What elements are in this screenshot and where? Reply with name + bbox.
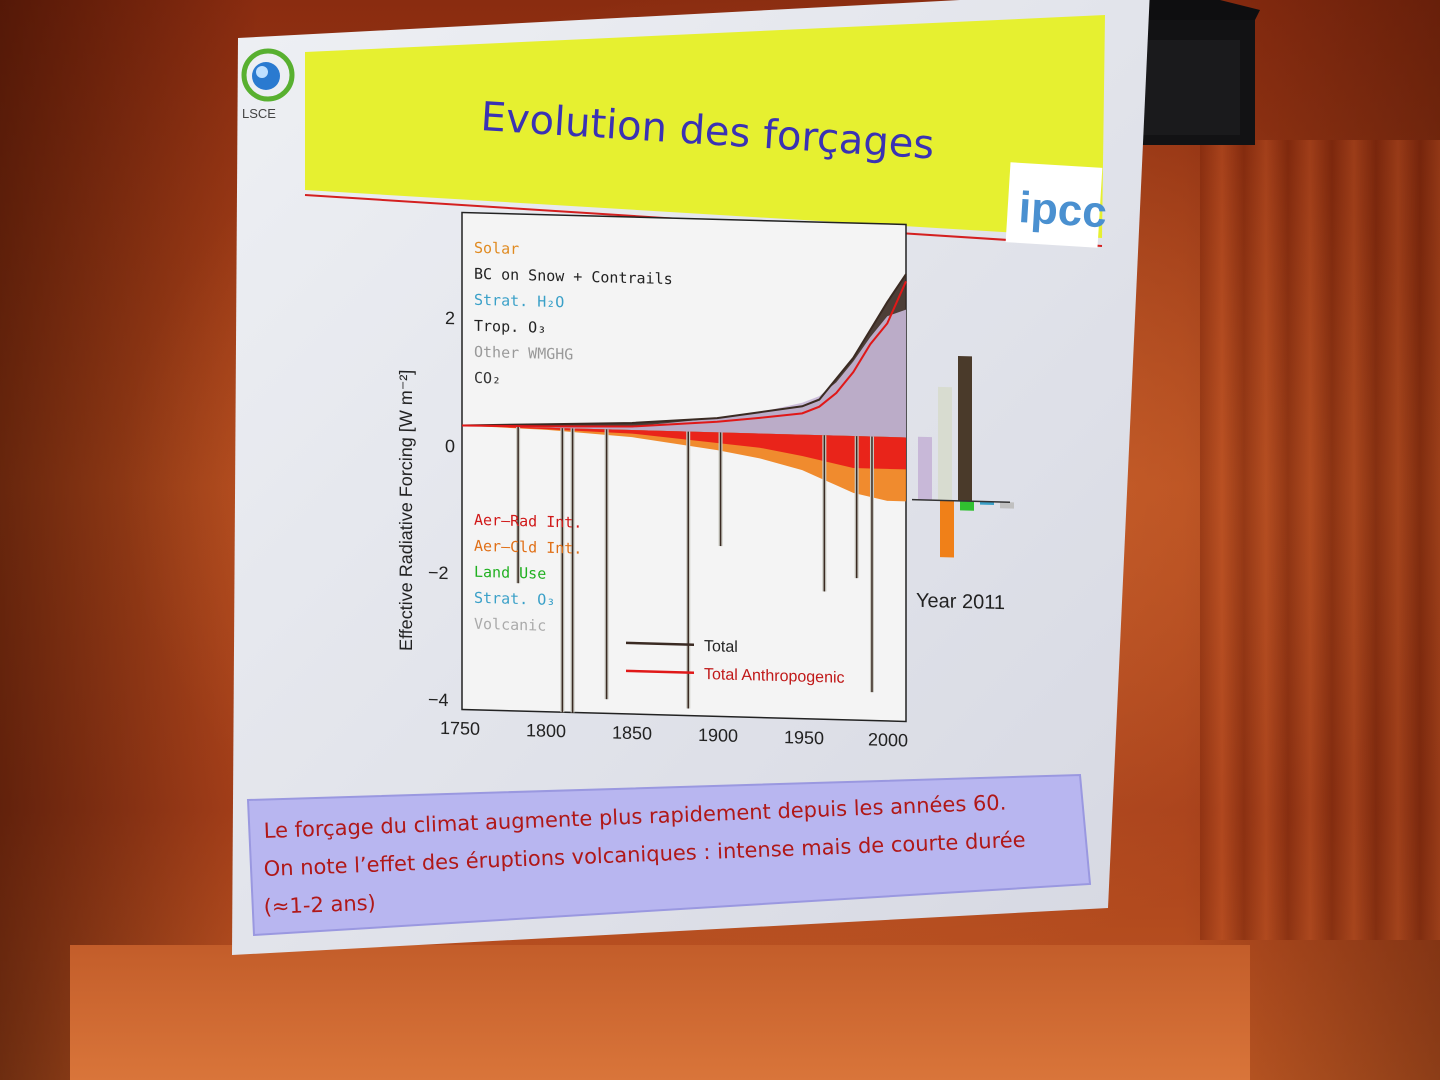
- lsce-logo-text: LSCE: [242, 106, 276, 121]
- x-tick-label: 1900: [698, 725, 738, 746]
- lsce-logo: LSCE: [241, 48, 295, 121]
- legend-aer-cld: Aer–Cld Int.: [474, 537, 582, 558]
- legend-anthropogenic: Total Anthropogenic: [704, 666, 845, 687]
- x-tick-label: 1850: [612, 723, 652, 744]
- y-tick-label: 2: [445, 308, 455, 328]
- legend-total-swatch: [626, 641, 694, 646]
- ipcc-logo-text: ipcc: [1017, 183, 1108, 237]
- legend-bc-snow: BC on Snow + Contrails: [474, 265, 673, 288]
- caption-line-3: (≈1-2 ans): [263, 891, 376, 919]
- legend-aer-rad: Aer–Rad Int.: [474, 511, 582, 532]
- year-2011-label: Year 2011: [916, 590, 1005, 614]
- year-2011-bar: [958, 355, 972, 502]
- legend-volcanic: Volcanic: [474, 615, 546, 635]
- x-tick-label: 1800: [526, 720, 566, 741]
- year-2011-bar: [918, 436, 932, 501]
- year-2011-bar: [960, 500, 974, 511]
- year-2011-panel: [912, 355, 1014, 558]
- legend-solar: Solar: [474, 239, 519, 258]
- year-2011-bar: [940, 500, 954, 558]
- title-bar: [305, 15, 1105, 238]
- y-tick-label: 0: [445, 436, 455, 456]
- area-co2: [462, 309, 906, 438]
- caption-box: [246, 773, 1092, 937]
- legend-other-wmghg: Other WMGHG: [474, 343, 573, 364]
- lsce-logo-icon: [241, 48, 295, 102]
- ipcc-logo: ipcc: [1005, 162, 1108, 248]
- year-2011-bar: [938, 386, 952, 501]
- line-total-anthropogenic: [461, 280, 907, 428]
- x-tick-label: 1750: [440, 718, 480, 739]
- legend-total: Total: [704, 638, 738, 656]
- legend-strat-h2o: Strat. H₂O: [474, 291, 564, 311]
- y-tick-label: −4: [428, 690, 449, 711]
- y-axis-label: Effective Radiative Forcing [W m⁻²]: [396, 369, 416, 651]
- x-tick-label: 1950: [784, 727, 824, 748]
- legend-anthropogenic-swatch: [626, 669, 694, 674]
- y-tick-label: −2: [428, 563, 449, 584]
- area-aer-rad: [462, 425, 906, 470]
- line-total: [461, 273, 907, 427]
- curtain: [1200, 140, 1440, 940]
- legend-land-use: Land Use: [474, 563, 546, 583]
- plot-layer: [461, 273, 907, 713]
- legend-trop-o3: Trop. O₃: [474, 317, 546, 337]
- chart: Effective Radiative Forcing [W m⁻²] 2 0 …: [396, 211, 1014, 751]
- legend-strat-o3: Strat. O₃: [474, 589, 555, 609]
- year-2011-bar: [1000, 502, 1014, 509]
- year-2011-axis: [912, 498, 1010, 504]
- stage-wall: [70, 945, 1250, 1080]
- legend-co2: CO₂: [474, 369, 501, 388]
- x-tick-label: 2000: [868, 729, 908, 750]
